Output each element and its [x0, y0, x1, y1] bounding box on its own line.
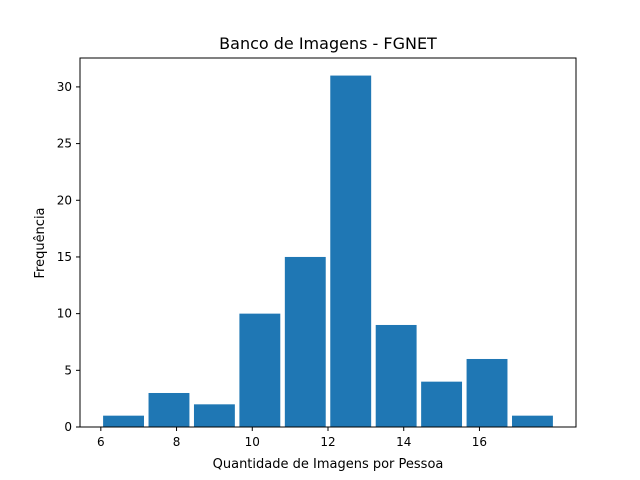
x-tick-label: 10 [245, 435, 260, 449]
x-tick-label: 14 [396, 435, 411, 449]
y-axis: 0 5 10 15 20 25 30 [57, 80, 80, 434]
histogram-bar-4 [284, 256, 326, 427]
y-tick-label: 30 [57, 80, 72, 94]
bars-group [103, 75, 553, 428]
histogram-bar-5 [330, 75, 372, 428]
histogram-bar-3 [239, 313, 281, 427]
x-tick-label: 8 [173, 435, 181, 449]
y-axis-label: Frequência [33, 207, 48, 278]
x-tick-label: 12 [320, 435, 335, 449]
chart-title: Banco de Imagens - FGNET [219, 34, 437, 53]
y-tick-label: 5 [64, 363, 72, 377]
y-tick-label: 25 [57, 137, 72, 151]
y-tick-label: 0 [64, 420, 72, 434]
x-axis: 6 8 10 12 14 16 [97, 427, 487, 449]
y-tick-label: 20 [57, 193, 72, 207]
x-tick-label: 6 [97, 435, 105, 449]
histogram-bar-2 [193, 404, 235, 427]
histogram-bar-6 [375, 324, 417, 427]
histogram-bar-7 [421, 381, 463, 427]
x-tick-label: 16 [472, 435, 487, 449]
histogram-bar-9 [512, 415, 553, 427]
histogram-bar-1 [148, 392, 190, 427]
histogram-bar-8 [466, 358, 508, 427]
x-axis-label: Quantidade de Imagens por Pessoa [213, 457, 444, 472]
y-tick-label: 15 [57, 250, 72, 264]
histogram-bar-0 [103, 415, 144, 427]
y-tick-label: 10 [57, 307, 72, 321]
